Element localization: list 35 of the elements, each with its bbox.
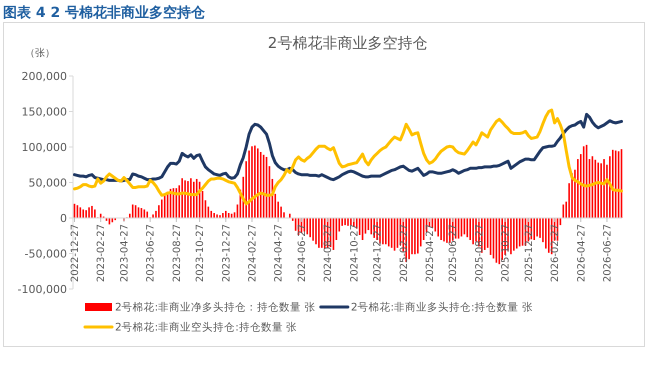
x-tick-label: 2025-10-27 [500, 224, 512, 282]
x-tick-label: 2026-04-27 [576, 224, 588, 282]
y-tick-label: 50,000 [28, 176, 67, 190]
y-tick-label: 100,000 [22, 140, 67, 154]
x-tick-label: 2024-10-27 [349, 224, 360, 282]
x-tick-label: 2024-12-27 [372, 224, 384, 282]
x-tick-label: 2022-12-27 [70, 224, 81, 282]
x-tick-label: 2025-06-27 [448, 224, 460, 282]
x-tick-label: 2025-02-27 [398, 224, 410, 282]
x-tick-label: 2025-08-27 [474, 224, 486, 282]
chart-title: 2号棉花非商业多空持仓 [268, 34, 428, 52]
x-tick-label: 2023-10-27 [195, 224, 206, 282]
x-tick-label: 2024-06-27 [296, 224, 308, 282]
x-tick-label: 2023-12-27 [221, 224, 232, 282]
x-tick-label: 2026-06-27 [602, 224, 614, 282]
y-tick-label: 0 [60, 212, 67, 225]
y-tick-label: 150,000 [22, 105, 67, 118]
legend-label: 2号棉花:非商业净多头持仓：持仓数量 张 [115, 300, 316, 314]
x-tick-label: 2023-06-27 [146, 224, 157, 282]
text: 图表 4 2 号棉花非商业多空持仓 [3, 4, 206, 21]
x-tick-label: 2026-02-27 [550, 224, 562, 282]
x-tick-label: 2023-02-27 [96, 224, 108, 282]
x-tick-label: 2024-04-27 [274, 224, 285, 282]
x-tick-label: 2023-04-27 [119, 224, 130, 282]
y-tick-label: -100,000 [18, 282, 67, 296]
x-tick-label: 2025-04-27 [424, 224, 436, 282]
y-tick-label: 200,000 [22, 70, 67, 83]
x-tick-label: 2025-12-27 [524, 224, 535, 282]
y-axis-title: （张） [25, 47, 55, 59]
x-tick-label: 2024-02-27 [247, 224, 258, 282]
legend-label: 2号棉花:非商业多头持仓:持仓数量 张 [350, 300, 533, 314]
x-tick-label: 2024-08-27 [323, 224, 334, 282]
legend-label: 2号棉花:非商业空头持仓:持仓数量 张 [115, 320, 298, 334]
x-tick-label: 2023-08-27 [172, 224, 183, 282]
y-tick-label: -50,000 [24, 247, 67, 260]
